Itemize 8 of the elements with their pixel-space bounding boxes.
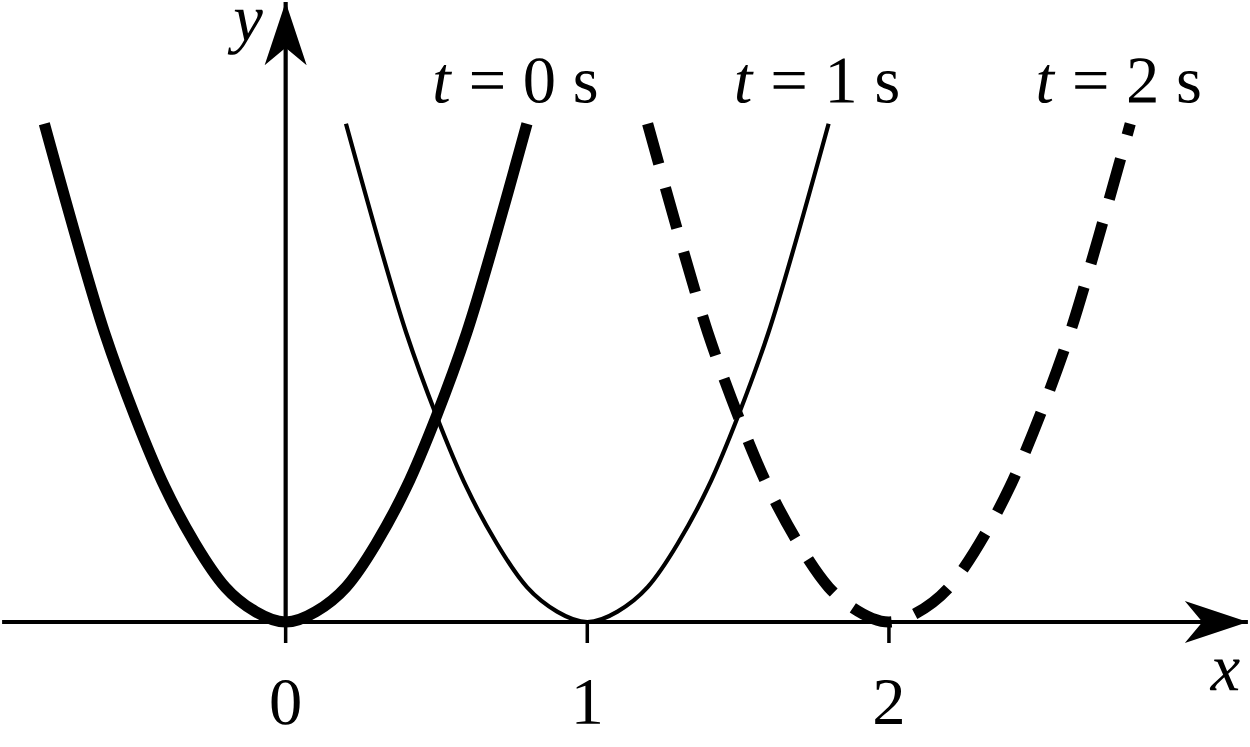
x-tick-label: 0 bbox=[271, 679, 300, 725]
x-tick-label: 1 bbox=[576, 679, 600, 724]
series-label: t = 1 s bbox=[736, 58, 898, 104]
series-label: t = 0 s bbox=[435, 58, 597, 104]
x-axis-title: x bbox=[1209, 659, 1240, 691]
x-tick-label: 2 bbox=[875, 679, 902, 724]
y-axis-title: y bbox=[227, 9, 263, 55]
series-label: t = 2 s bbox=[1038, 58, 1200, 104]
